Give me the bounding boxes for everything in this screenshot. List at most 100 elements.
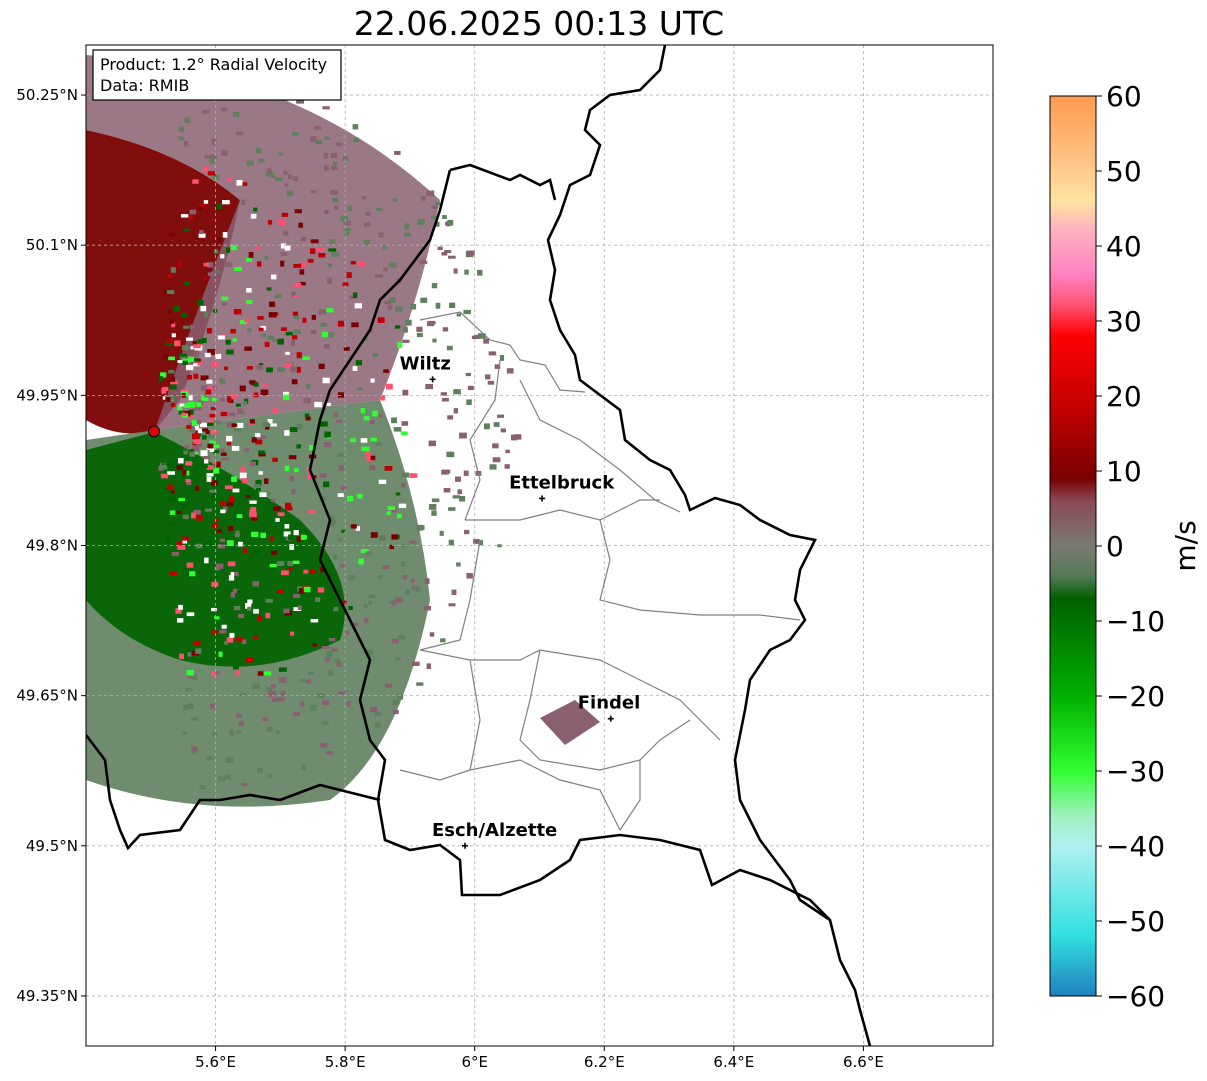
echo-speckle [442,215,447,219]
echo-speckle [233,606,241,611]
echo-speckle [369,419,375,425]
echo-speckle [267,774,273,779]
echo-speckle [386,511,391,515]
echo-speckle [265,171,274,177]
echo-speckle [217,448,225,453]
echo-speckle [283,230,289,236]
echo-speckle [418,218,426,224]
echo-speckle [214,616,220,620]
echo-speckle [207,262,214,268]
echo-speckle [300,236,307,242]
echo-speckle [356,387,363,391]
y-tick-label: 49.5°N [26,837,78,855]
info-data-source: Data: RMIB [100,76,189,95]
colorbar-tick-label: −30 [1106,755,1165,788]
echo-speckle [391,417,398,424]
echo-speckle [464,269,469,275]
echo-speckle [228,575,235,581]
echo-speckle [211,397,217,402]
echo-speckle [277,589,284,594]
x-axis-ticks: 5.6°E 5.8°E 6°E 6.2°E 6.4°E 6.6°E [195,1046,884,1071]
echo-speckle [387,304,393,310]
echo-speckle [303,569,309,574]
echo-speckle [346,495,354,502]
echo-speckle [191,433,200,440]
echo-speckle [215,421,222,425]
echo-speckle [372,410,378,417]
echo-speckle [352,366,358,371]
echo-speckle [280,260,285,267]
echo-speckle [208,418,216,424]
echo-speckle [320,742,328,748]
echo-speckle [427,320,436,325]
echo-speckle [383,267,388,272]
echo-speckle [298,588,306,594]
echo-speckle [505,449,510,454]
echo-speckle [189,209,197,215]
echo-speckle [410,303,417,310]
echo-speckle [199,505,205,510]
echo-speckle [169,510,176,515]
echo-speckle [351,622,359,627]
echo-speckle [230,572,235,576]
echo-speckle [206,386,214,392]
echo-speckle [182,731,187,735]
echo-speckle [231,476,237,483]
echo-speckle [212,732,218,737]
echo-speckle [216,203,223,210]
echo-speckle [447,255,456,259]
echo-speckle [425,383,434,390]
echo-speckle [249,419,255,424]
echo-speckle [220,509,226,514]
echo-speckle [193,640,201,646]
echo-speckle [321,331,328,337]
radar-site-marker [148,425,161,438]
echo-speckle [345,631,350,635]
echo-speckle [283,391,289,397]
echo-speckle [194,358,199,362]
echo-speckle [326,308,334,313]
echo-speckle [395,492,401,496]
echo-speckle [235,636,243,641]
echo-speckle [159,464,168,470]
echo-speckle [278,677,287,683]
city-label: Esch/Alzette [432,820,557,841]
echo-speckle [299,281,306,286]
echo-speckle [183,325,190,329]
echo-speckle [293,329,301,335]
echo-speckle [424,578,430,585]
echo-speckle [217,544,226,549]
echo-speckle [220,254,225,259]
echo-speckle [226,441,232,446]
echo-speckle [177,405,183,411]
echo-speckle [291,291,296,297]
echo-speckle [237,589,242,594]
echo-speckle [350,438,357,443]
echo-speckle [299,269,305,275]
echo-speckle [210,480,218,486]
echo-speckle [226,540,234,546]
echo-speckle [209,489,217,493]
echo-speckle [203,200,209,204]
echo-speckle [186,374,193,380]
echo-speckle [290,631,295,636]
echo-speckle [167,395,175,401]
echo-speckle [180,214,189,218]
echo-speckle [241,411,246,415]
echo-speckle [448,507,456,511]
echo-speckle [197,428,203,434]
echo-speckle [228,412,236,417]
echo-speckle [310,330,317,335]
echo-speckle [275,293,282,299]
echo-speckle [288,534,294,541]
echo-speckle [179,653,184,660]
echo-speckle [278,219,286,226]
echo-speckle [211,607,217,612]
echo-speckle [448,539,454,546]
echo-speckle [235,530,240,536]
city-label: Wiltz [400,353,451,374]
echo-speckle [341,600,347,605]
echo-speckle [212,309,218,313]
colorbar-tick-label: −40 [1106,830,1165,863]
echo-speckle [405,589,410,595]
